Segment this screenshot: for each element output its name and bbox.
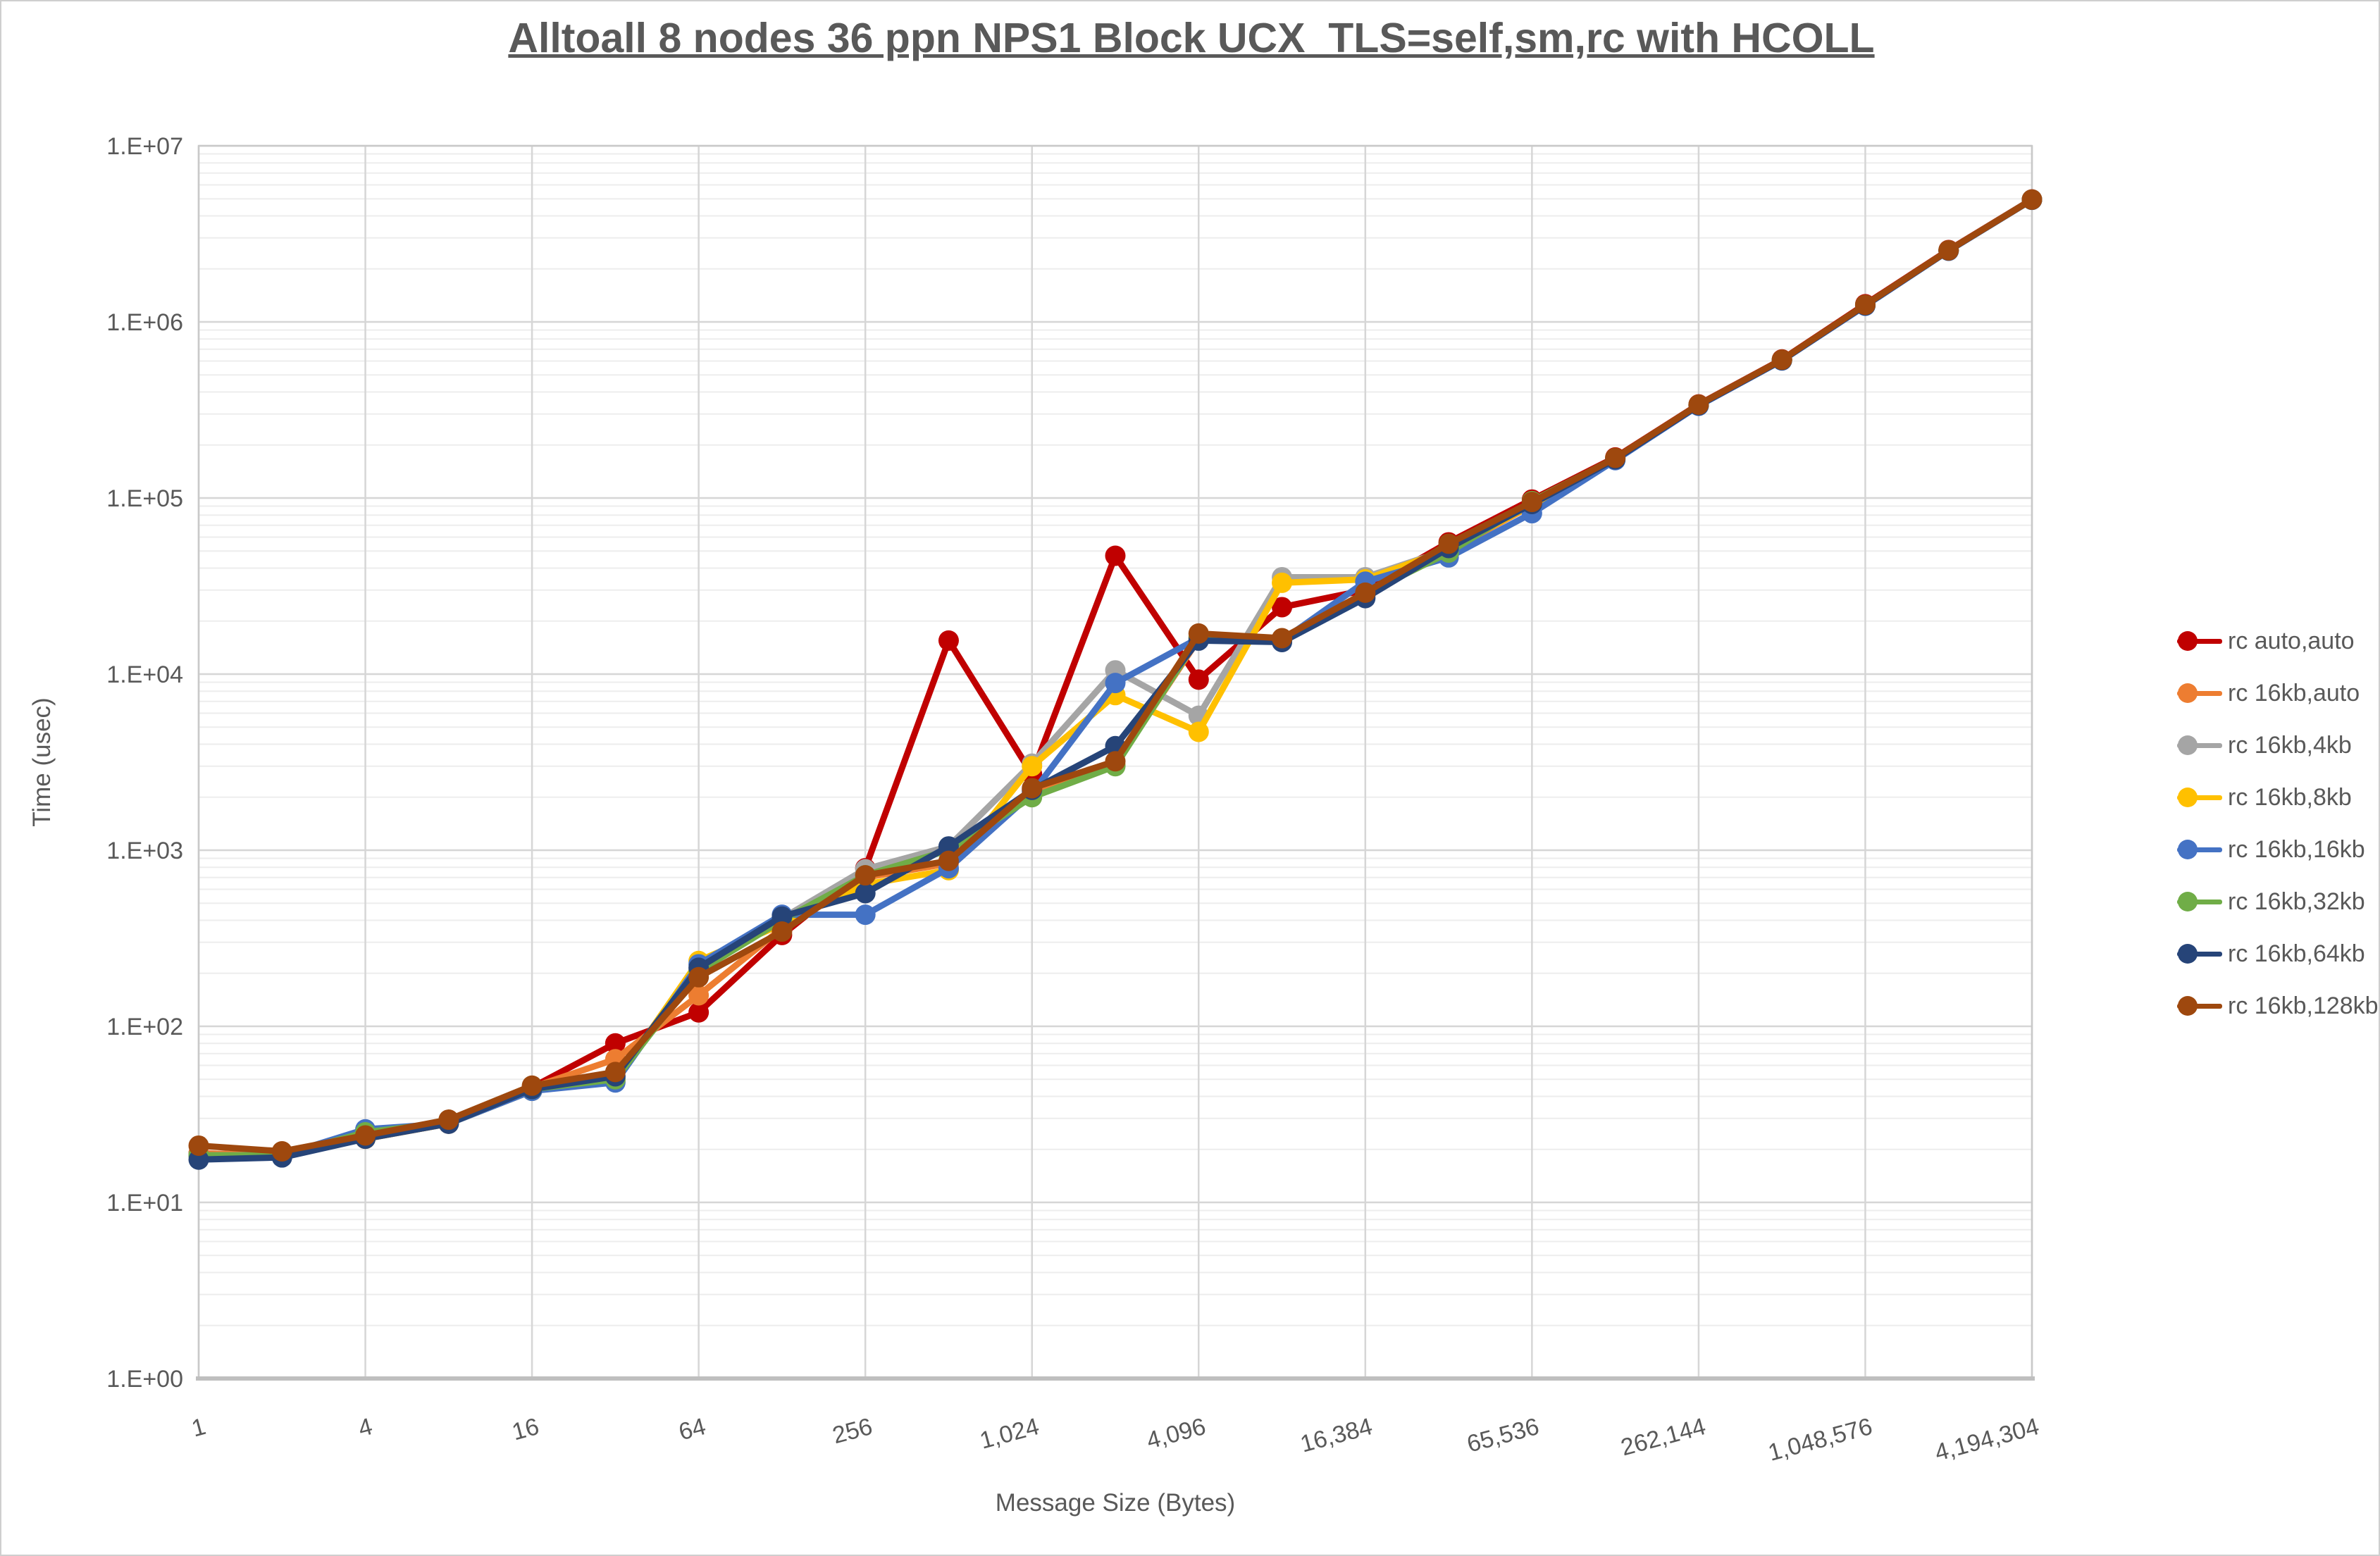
data-point bbox=[1105, 751, 1126, 772]
legend-item-rc-16kb-64kb[interactable]: rc 16kb,64kb bbox=[2177, 928, 2379, 980]
data-point bbox=[855, 904, 876, 926]
legend-label: rc 16kb,128kb bbox=[2228, 992, 2379, 1019]
legend-label: rc 16kb,64kb bbox=[2228, 940, 2365, 967]
data-point bbox=[938, 630, 959, 651]
x-tick-label: 4,096 bbox=[1143, 1413, 1208, 1455]
y-tick-label: 1.E+00 bbox=[106, 1366, 183, 1393]
data-point bbox=[188, 1135, 209, 1156]
data-point bbox=[1272, 628, 1293, 649]
y-tick-label: 1.E+01 bbox=[106, 1190, 183, 1216]
data-point bbox=[1105, 545, 1126, 566]
data-point bbox=[1272, 597, 1293, 618]
data-point bbox=[1355, 582, 1376, 603]
legend-label: rc 16kb,4kb bbox=[2228, 731, 2352, 759]
data-point bbox=[938, 836, 959, 857]
y-tick-label: 1.E+06 bbox=[106, 309, 183, 336]
data-point bbox=[1105, 673, 1126, 694]
legend-item-rc-16kb-32kb[interactable]: rc 16kb,32kb bbox=[2177, 876, 2379, 928]
legend-item-rc-16kb-auto[interactable]: rc 16kb,auto bbox=[2177, 667, 2379, 719]
x-tick-label: 256 bbox=[830, 1413, 876, 1449]
legend-label: rc 16kb,32kb bbox=[2228, 888, 2365, 915]
data-point bbox=[355, 1125, 376, 1146]
x-tick-label: 1 bbox=[189, 1413, 209, 1443]
legend-label: rc 16kb,8kb bbox=[2228, 783, 2352, 811]
data-point bbox=[1771, 349, 1792, 371]
data-point bbox=[688, 985, 709, 1006]
x-tick-label: 1,048,576 bbox=[1766, 1413, 1876, 1467]
legend-label: rc auto,auto bbox=[2228, 627, 2355, 654]
data-point bbox=[1605, 447, 1626, 468]
data-point bbox=[521, 1075, 543, 1096]
data-point bbox=[1022, 756, 1043, 777]
x-tick-label: 4,194,304 bbox=[1932, 1413, 2042, 1467]
data-point bbox=[438, 1109, 459, 1131]
data-point bbox=[1854, 294, 1876, 316]
legend-item-rc-16kb-16kb[interactable]: rc 16kb,16kb bbox=[2177, 823, 2379, 876]
x-tick-label: 4 bbox=[356, 1413, 376, 1443]
x-tick-label: 16 bbox=[509, 1413, 542, 1445]
legend-line-marker-icon bbox=[2177, 943, 2222, 964]
legend-line-marker-icon bbox=[2177, 787, 2222, 808]
data-point bbox=[1188, 623, 1209, 644]
data-point bbox=[855, 883, 876, 904]
data-point bbox=[1688, 394, 1709, 415]
legend-label: rc 16kb,16kb bbox=[2228, 835, 2365, 863]
data-point bbox=[1272, 572, 1293, 593]
legend-item-rc-auto-auto[interactable]: rc auto,auto bbox=[2177, 615, 2379, 667]
legend-line-marker-icon bbox=[2177, 995, 2222, 1016]
legend-item-rc-16kb-8kb[interactable]: rc 16kb,8kb bbox=[2177, 771, 2379, 823]
legend-line-marker-icon bbox=[2177, 683, 2222, 704]
x-tick-label: 1,024 bbox=[977, 1413, 1042, 1455]
legend: rc auto,auto rc 16kb,auto rc 16kb,4kb rc 16… bbox=[2177, 615, 2379, 1032]
data-point bbox=[938, 850, 959, 871]
legend-line-marker-icon bbox=[2177, 630, 2222, 652]
data-point bbox=[605, 1062, 626, 1083]
data-point bbox=[688, 966, 709, 988]
data-point bbox=[605, 1033, 626, 1054]
data-point bbox=[771, 921, 793, 942]
data-point bbox=[1188, 721, 1209, 742]
data-point bbox=[771, 906, 793, 927]
data-point bbox=[1438, 533, 1459, 554]
y-tick-label: 1.E+07 bbox=[106, 133, 183, 160]
series-rc-16kb-128kb[interactable] bbox=[188, 189, 2043, 1162]
data-point bbox=[1188, 669, 1209, 690]
legend-item-rc-16kb-128kb[interactable]: rc 16kb,128kb bbox=[2177, 980, 2379, 1032]
legend-line-marker-icon bbox=[2177, 735, 2222, 756]
x-tick-label: 64 bbox=[676, 1413, 708, 1445]
data-point bbox=[271, 1140, 292, 1162]
data-point bbox=[1938, 239, 1959, 261]
chart-title: Alltoall 8 nodes 36 ppn NPS1 Block UCX_T… bbox=[508, 15, 1875, 61]
legend-line-marker-icon bbox=[2177, 839, 2222, 860]
data-point bbox=[688, 1002, 709, 1023]
x-tick-label: 262,144 bbox=[1618, 1413, 1709, 1462]
x-axis-title: Message Size (Bytes) bbox=[995, 1489, 1236, 1517]
x-tick-label: 16,384 bbox=[1298, 1413, 1375, 1458]
data-point bbox=[855, 865, 876, 886]
legend-line-marker-icon bbox=[2177, 891, 2222, 912]
legend-label: rc 16kb,auto bbox=[2228, 679, 2360, 707]
data-point bbox=[1022, 778, 1043, 799]
y-tick-label: 1.E+04 bbox=[106, 661, 183, 688]
y-tick-label: 1.E+02 bbox=[106, 1014, 183, 1040]
y-axis-title: Time (usec) bbox=[28, 697, 56, 827]
series-rc-16kb-16kb[interactable] bbox=[188, 189, 2043, 1166]
y-tick-label: 1.E+03 bbox=[106, 838, 183, 864]
x-tick-label: 65,536 bbox=[1464, 1413, 1542, 1458]
y-tick-label: 1.E+05 bbox=[106, 485, 183, 512]
data-point bbox=[2021, 189, 2043, 210]
data-point bbox=[1521, 492, 1542, 513]
legend-item-rc-16kb-4kb[interactable]: rc 16kb,4kb bbox=[2177, 719, 2379, 771]
